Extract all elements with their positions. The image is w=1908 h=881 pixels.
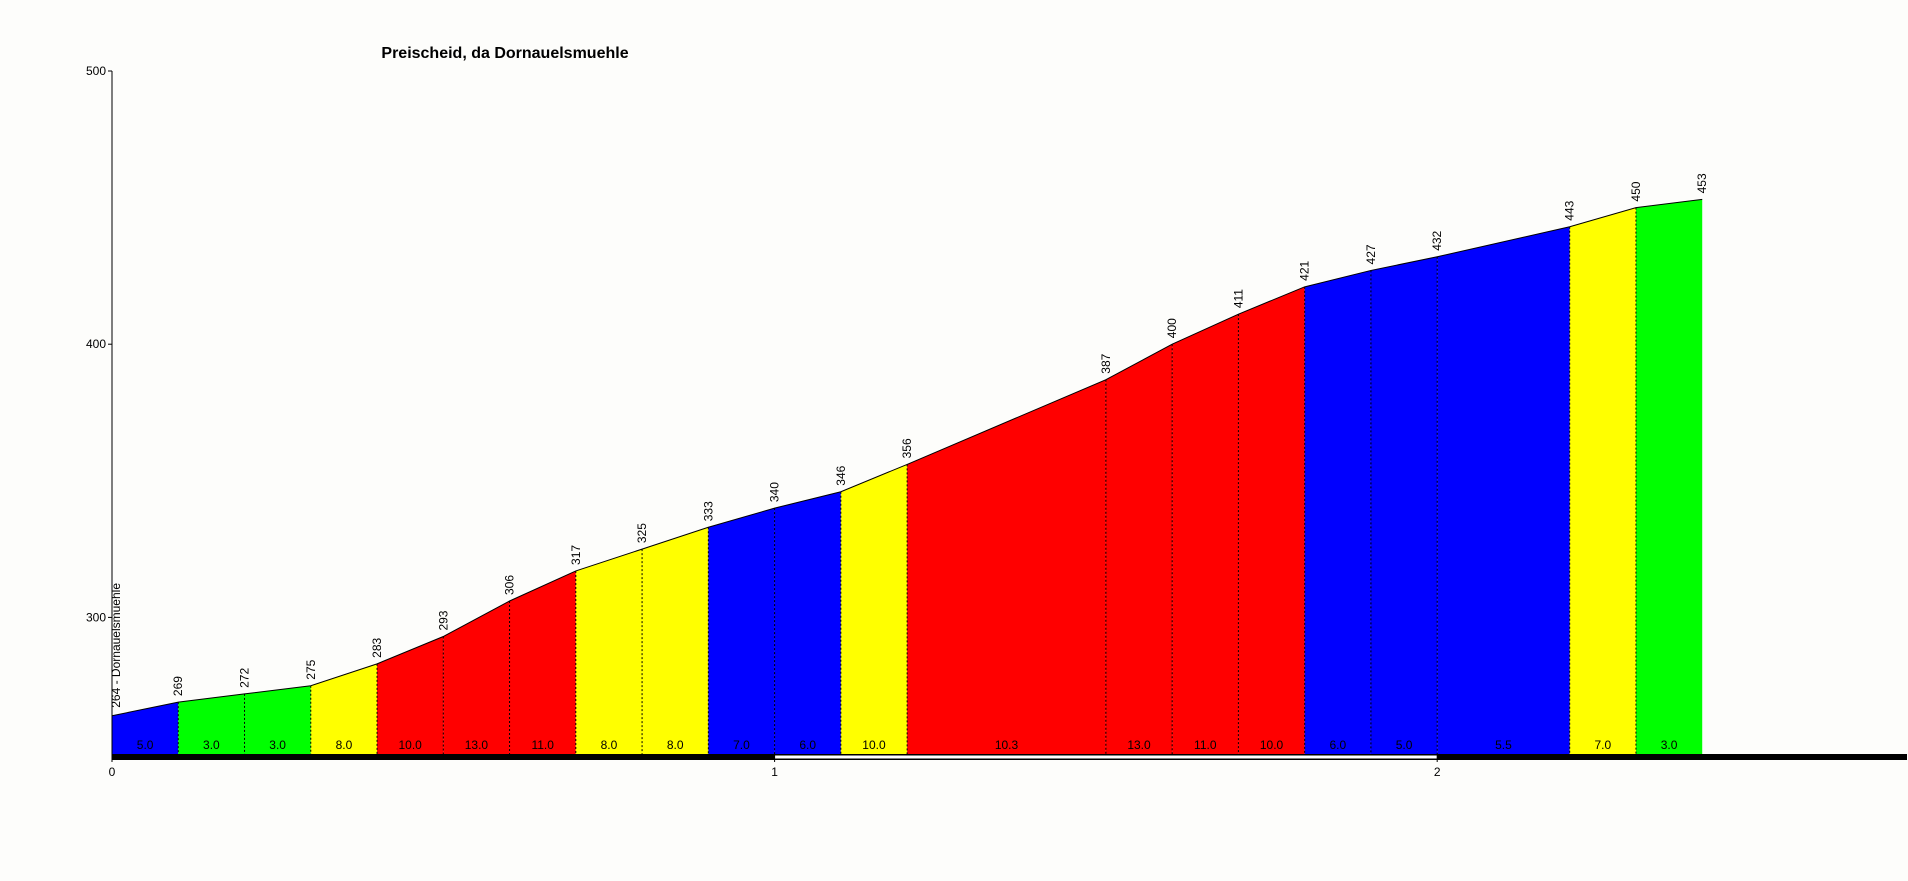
grade-label: 7.0 bbox=[733, 738, 750, 752]
segment bbox=[443, 601, 510, 754]
x-tick-label: 0 bbox=[109, 765, 116, 779]
segment bbox=[1172, 314, 1239, 754]
segment bbox=[642, 527, 709, 754]
grade-label: 7.0 bbox=[1594, 738, 1611, 752]
segment bbox=[1304, 270, 1371, 754]
segment bbox=[112, 702, 179, 754]
elevation-label: 346 bbox=[834, 465, 848, 485]
grade-label: 13.0 bbox=[1127, 738, 1151, 752]
elevation-label: 340 bbox=[768, 482, 782, 502]
grade-label: 5.0 bbox=[1396, 738, 1413, 752]
segment bbox=[178, 693, 245, 754]
elevation-label: 387 bbox=[1099, 353, 1113, 373]
segment bbox=[1437, 226, 1570, 754]
grade-label: 11.0 bbox=[531, 738, 554, 752]
elevation-label: 293 bbox=[436, 610, 450, 630]
elevation-label: 400 bbox=[1165, 318, 1179, 338]
segment bbox=[1238, 286, 1305, 754]
grade-label: 6.0 bbox=[799, 738, 816, 752]
segment bbox=[774, 491, 841, 754]
grade-label: 10.0 bbox=[398, 738, 422, 752]
elevation-label: 450 bbox=[1629, 181, 1643, 201]
segment bbox=[840, 464, 908, 754]
grade-label: 8.0 bbox=[601, 738, 618, 752]
grade-label: 3.0 bbox=[203, 738, 220, 752]
elevation-label: 264 - Dornauelsmuehle bbox=[109, 583, 123, 708]
elevation-label: 453 bbox=[1695, 173, 1709, 193]
elevation-label: 269 bbox=[171, 676, 185, 696]
elevation-label: 443 bbox=[1563, 200, 1577, 220]
elevation-label: 272 bbox=[238, 668, 252, 688]
elevation-label: 283 bbox=[370, 637, 384, 657]
y-tick-label: 400 bbox=[86, 337, 106, 351]
segment bbox=[244, 685, 311, 754]
x-tick-label: 2 bbox=[1434, 765, 1441, 779]
y-tick-label: 300 bbox=[86, 610, 106, 624]
segment bbox=[907, 379, 1106, 754]
x-tick-label: 1 bbox=[771, 765, 778, 779]
elevation-label: 275 bbox=[304, 659, 318, 679]
segment bbox=[575, 549, 643, 754]
elevation-label: 411 bbox=[1231, 289, 1245, 308]
elevation-label: 421 bbox=[1298, 260, 1312, 280]
grade-label: 11.0 bbox=[1194, 738, 1217, 752]
elevation-label: 356 bbox=[900, 438, 914, 458]
grade-label: 8.0 bbox=[667, 738, 684, 752]
grade-label: 3.0 bbox=[269, 738, 286, 752]
segment bbox=[509, 570, 576, 754]
segment bbox=[1569, 207, 1636, 755]
segment bbox=[1635, 199, 1703, 755]
segment bbox=[1370, 256, 1438, 754]
profile-line bbox=[111, 198, 1703, 717]
segment bbox=[708, 508, 775, 754]
segment bbox=[310, 663, 378, 754]
y-tick-label: 500 bbox=[86, 64, 106, 78]
x-axis-band bbox=[774, 755, 1438, 759]
grade-label: 5.5 bbox=[1495, 738, 1512, 752]
chart-title: Preischeid, da Dornauelsmuehle bbox=[381, 45, 628, 62]
elevation-label: 317 bbox=[569, 545, 583, 565]
grade-label: 10.0 bbox=[1260, 738, 1284, 752]
segment bbox=[1105, 344, 1173, 754]
elevation-label: 325 bbox=[635, 523, 649, 543]
grade-label: 6.0 bbox=[1329, 738, 1346, 752]
grade-label: 13.0 bbox=[465, 738, 489, 752]
elevation-label: 432 bbox=[1430, 230, 1444, 250]
grade-label: 8.0 bbox=[336, 738, 353, 752]
grade-label: 3.0 bbox=[1661, 738, 1678, 752]
elevation-label: 427 bbox=[1364, 244, 1378, 264]
grade-label: 10.3 bbox=[995, 738, 1019, 752]
elevation-label: 333 bbox=[701, 501, 715, 521]
grade-label: 10.0 bbox=[862, 738, 886, 752]
segment bbox=[377, 636, 444, 754]
grade-label: 5.0 bbox=[137, 738, 154, 752]
elevation-label: 306 bbox=[503, 575, 517, 595]
